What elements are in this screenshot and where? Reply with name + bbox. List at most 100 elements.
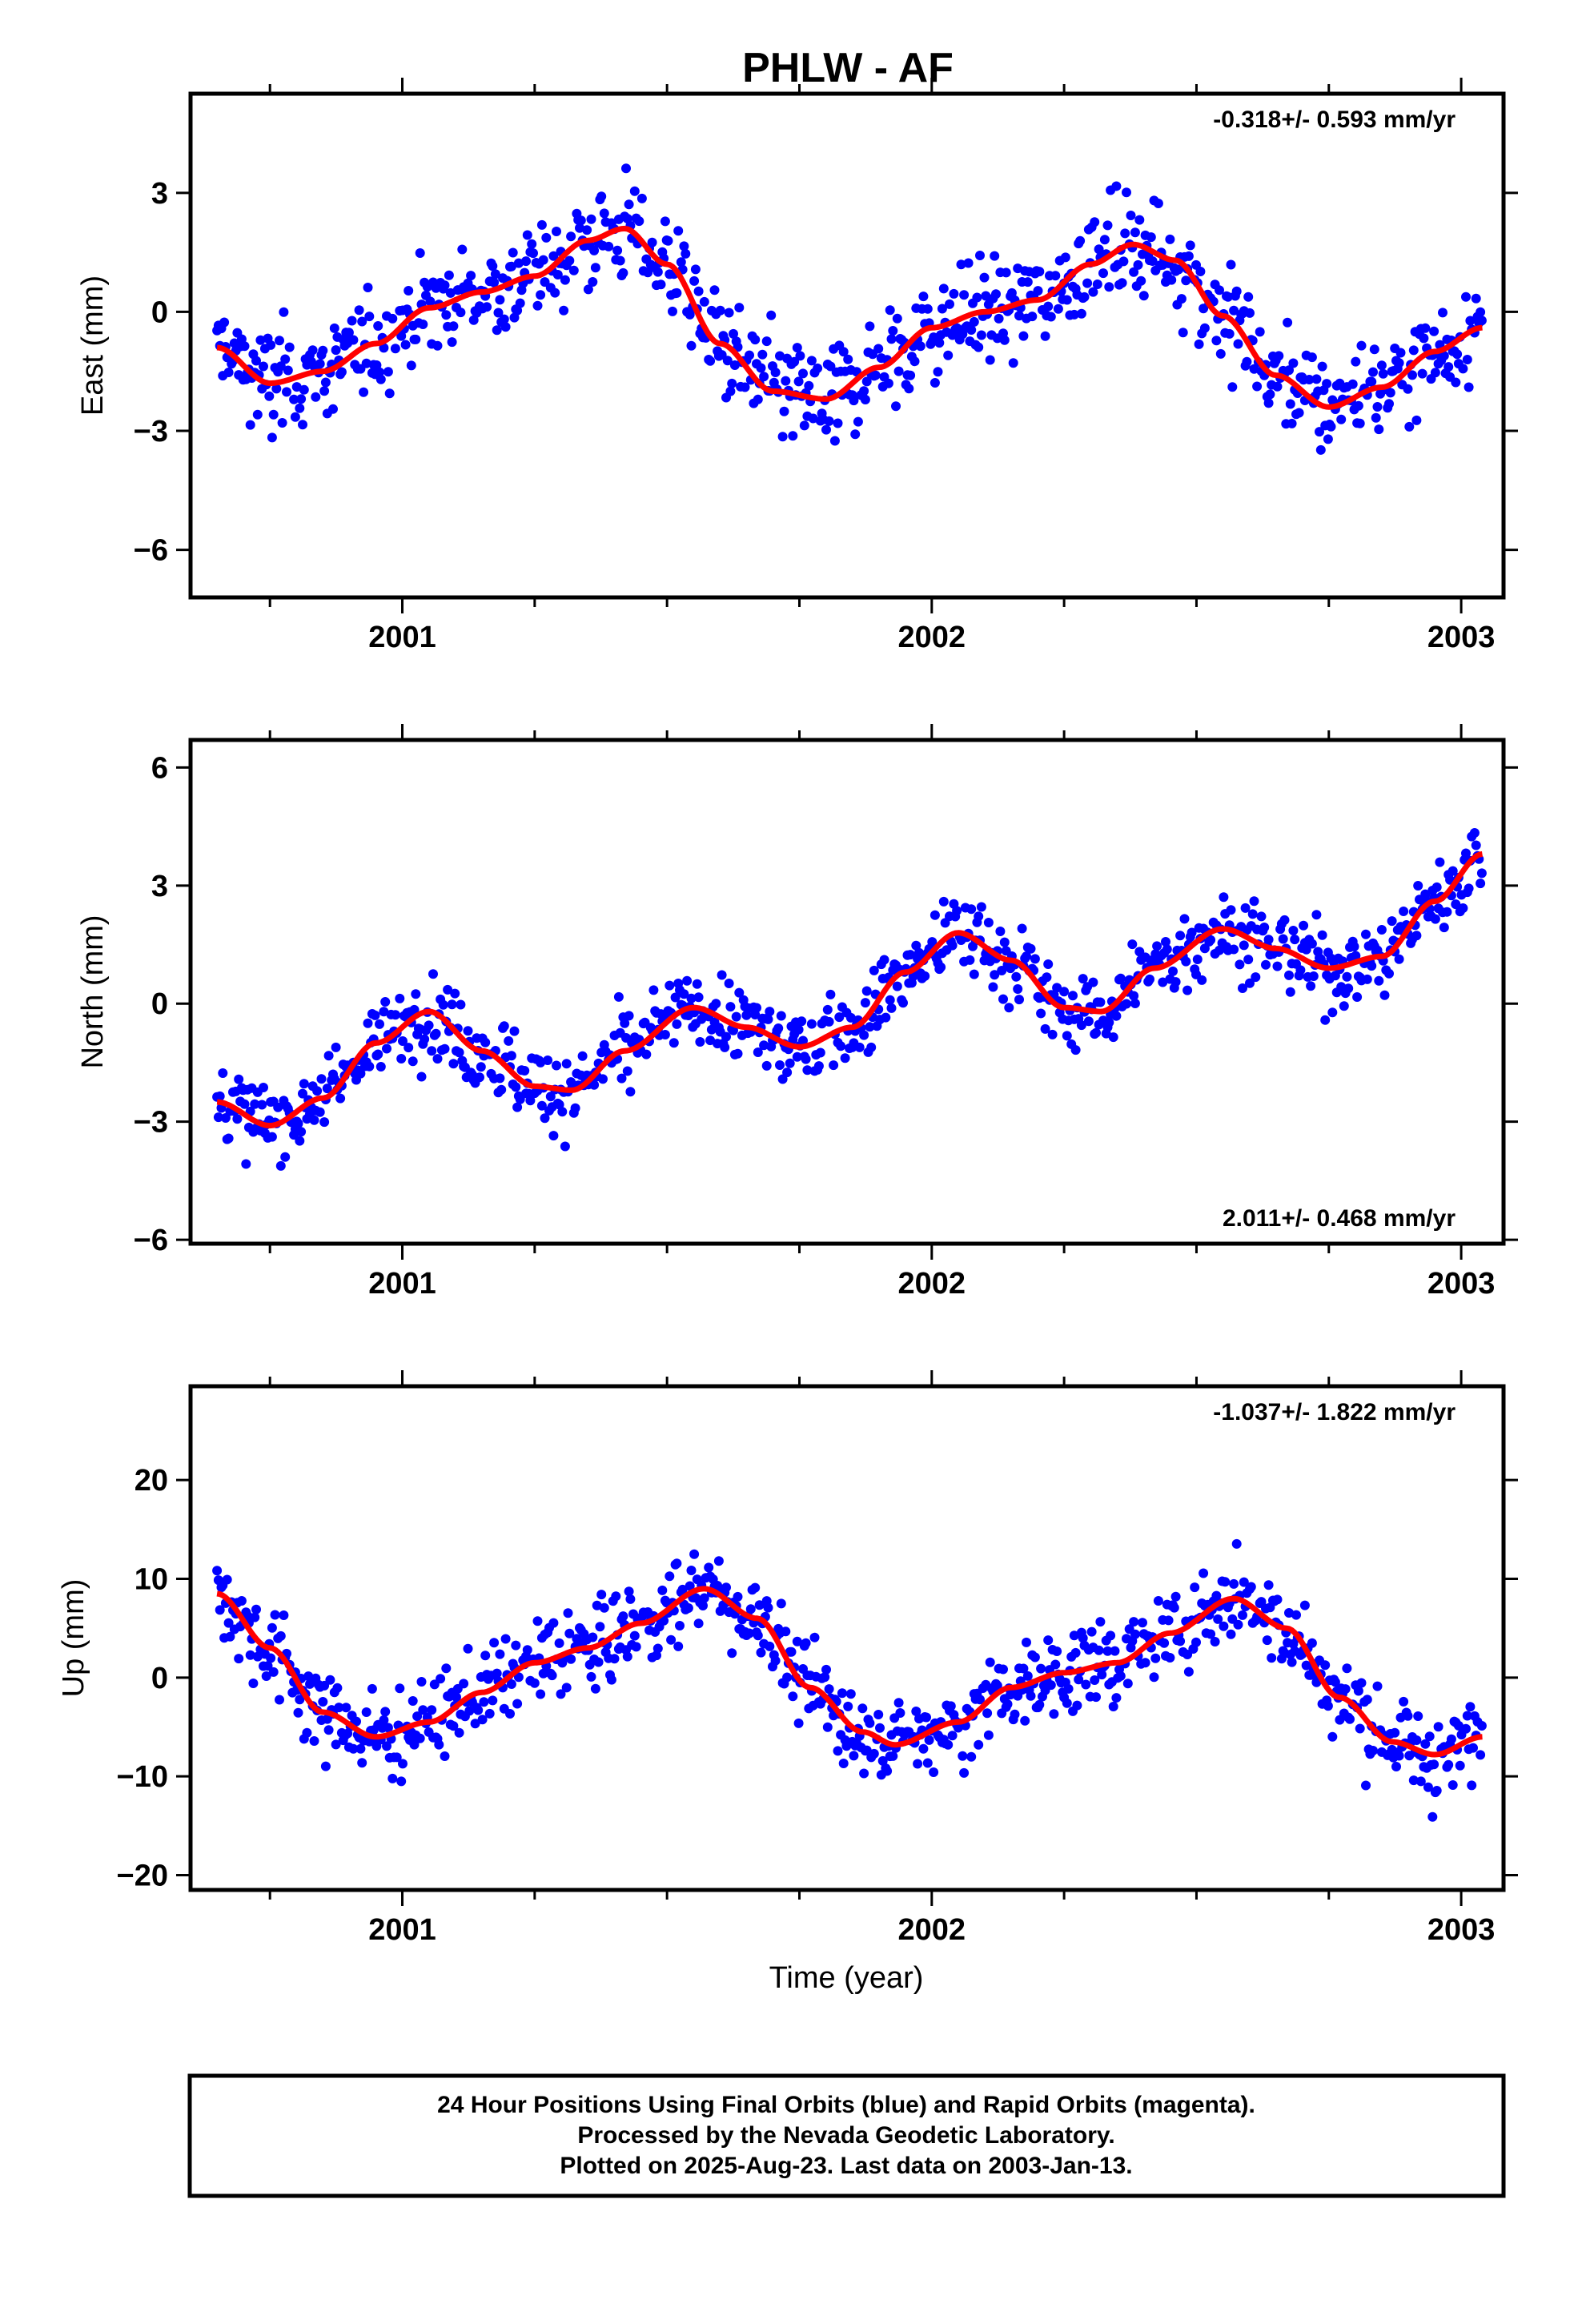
data-point xyxy=(420,1034,430,1044)
model-fit-line xyxy=(216,225,1483,410)
data-point xyxy=(271,384,282,394)
data-point xyxy=(463,1026,473,1036)
data-point xyxy=(681,248,691,259)
data-point xyxy=(280,354,291,364)
data-point xyxy=(475,1072,484,1083)
data-point xyxy=(1098,268,1108,279)
data-point xyxy=(1117,278,1127,288)
y-axis-label: North (mm) xyxy=(76,915,110,1068)
data-point xyxy=(945,299,954,309)
x-tick-label: 2002 xyxy=(898,621,966,654)
data-point xyxy=(236,1596,247,1606)
data-point xyxy=(1094,244,1104,255)
data-point xyxy=(532,300,543,311)
data-point xyxy=(1149,1672,1159,1683)
data-point xyxy=(886,1003,897,1013)
data-point xyxy=(1008,358,1018,368)
data-point xyxy=(966,1751,977,1762)
data-point xyxy=(1307,939,1317,949)
data-point xyxy=(515,298,525,308)
data-point xyxy=(666,1634,677,1645)
data-point xyxy=(788,431,798,441)
data-point xyxy=(833,1746,843,1756)
data-point xyxy=(677,1584,688,1594)
data-point xyxy=(1040,1023,1050,1034)
data-point xyxy=(1272,381,1283,392)
data-point xyxy=(1153,1596,1163,1606)
data-point xyxy=(752,1003,761,1013)
data-point xyxy=(1168,966,1178,976)
data-point xyxy=(319,386,330,396)
data-point xyxy=(384,388,395,399)
data-point xyxy=(1190,1582,1200,1593)
y-tick-label: 20 xyxy=(135,1464,168,1498)
data-point xyxy=(400,340,411,350)
y-tick-label: 6 xyxy=(151,751,168,785)
data-point xyxy=(930,910,940,920)
data-point xyxy=(387,1773,398,1783)
data-point xyxy=(792,343,802,353)
data-point xyxy=(1311,910,1322,920)
data-point xyxy=(390,1010,400,1020)
data-point xyxy=(1095,1617,1106,1627)
data-point xyxy=(396,1776,407,1787)
data-point xyxy=(1050,271,1061,281)
data-point xyxy=(763,1014,773,1024)
data-point xyxy=(1074,1675,1084,1685)
data-points xyxy=(212,163,1487,455)
data-point xyxy=(1233,339,1243,349)
data-point xyxy=(693,286,704,296)
data-point xyxy=(1034,267,1045,277)
data-point xyxy=(861,1745,872,1755)
data-point xyxy=(620,1018,630,1028)
data-point xyxy=(918,1743,929,1754)
data-point xyxy=(882,1766,893,1776)
y-tick-label: −10 xyxy=(117,1760,168,1794)
data-point xyxy=(1075,235,1086,246)
x-tick-label: 2003 xyxy=(1427,1267,1496,1301)
data-point xyxy=(1315,444,1326,455)
data-point xyxy=(673,1641,684,1651)
data-point xyxy=(1120,228,1130,239)
data-point xyxy=(1233,1619,1243,1630)
data-point xyxy=(599,1602,609,1613)
data-point xyxy=(869,1748,879,1759)
data-point xyxy=(1423,1782,1433,1792)
data-point xyxy=(464,1706,475,1716)
data-point xyxy=(1069,1630,1079,1641)
data-point xyxy=(606,1675,616,1685)
data-point xyxy=(586,214,596,224)
data-point xyxy=(1211,336,1222,346)
data-point xyxy=(821,424,831,435)
data-point xyxy=(1446,1734,1456,1744)
data-point xyxy=(885,995,895,1005)
data-point xyxy=(689,275,700,286)
data-point xyxy=(788,1691,798,1702)
data-point xyxy=(241,1159,251,1169)
data-point xyxy=(1227,382,1238,392)
data-point xyxy=(1249,896,1259,907)
data-point xyxy=(540,1113,550,1124)
data-point xyxy=(1361,929,1371,939)
data-point xyxy=(720,1042,730,1052)
data-point xyxy=(781,376,791,386)
data-point xyxy=(1462,355,1472,364)
data-point xyxy=(454,1727,464,1738)
data-point xyxy=(1435,857,1445,867)
data-point xyxy=(1183,1667,1194,1677)
data-point xyxy=(745,1628,754,1638)
data-point xyxy=(1476,316,1487,326)
data-point xyxy=(690,264,701,275)
data-point xyxy=(1226,259,1236,270)
data-point xyxy=(416,1072,427,1082)
data-point xyxy=(683,1603,693,1613)
data-point xyxy=(918,292,929,302)
data-point xyxy=(1182,985,1193,995)
x-tick-label: 2002 xyxy=(898,1267,966,1301)
data-point xyxy=(348,1743,359,1754)
data-point xyxy=(588,1632,598,1642)
data-point xyxy=(1090,217,1100,227)
data-point xyxy=(1147,256,1158,266)
data-point xyxy=(522,230,532,240)
data-point xyxy=(540,277,550,287)
